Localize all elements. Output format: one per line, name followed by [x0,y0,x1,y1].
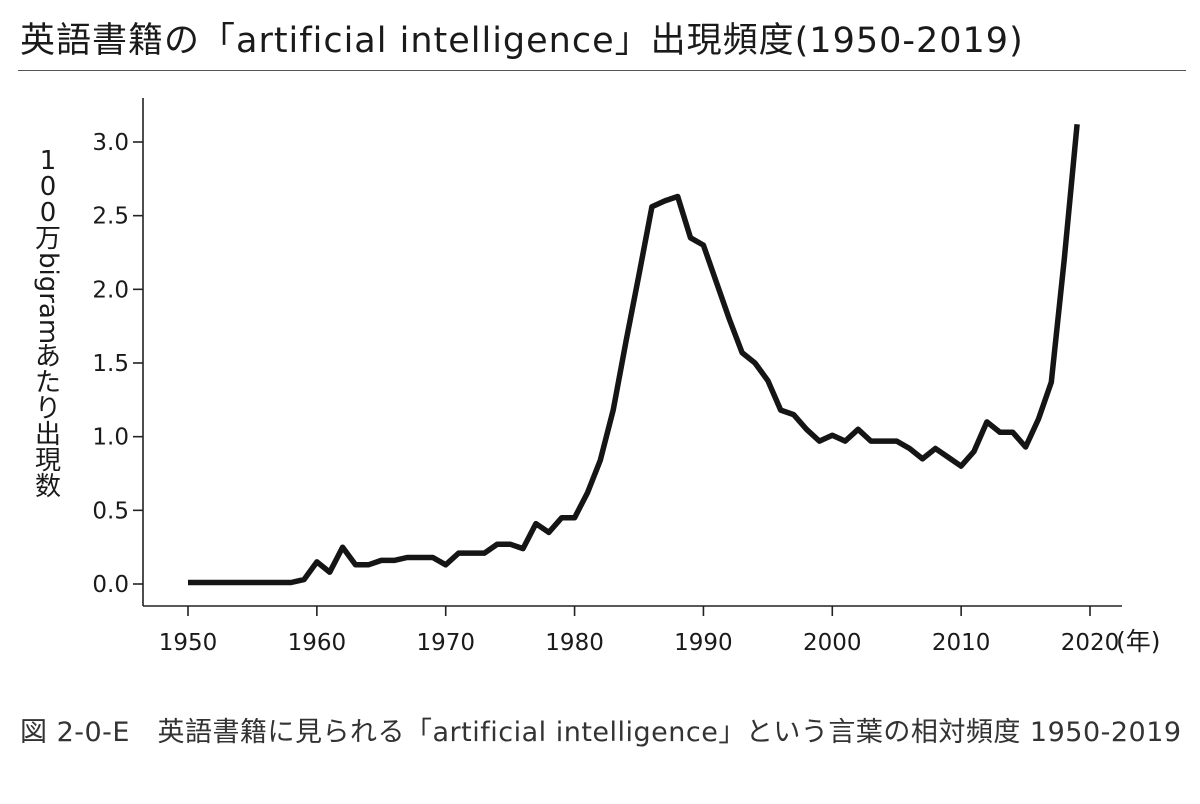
y-axis-label-text: 1 0 0 万 bigram あたり出現数 [32,146,63,503]
title-divider [18,70,1186,71]
x-tick-label-1: 1960 [288,630,347,656]
x-tick-label-4: 1990 [674,630,733,656]
x-tick-label-6: 2010 [932,630,991,656]
x-tick-label-2: 1970 [416,630,475,656]
x-tick-label-3: 1980 [545,630,604,656]
y-tick-label-5: 2.5 [92,204,129,230]
y-tick-label-4: 2.0 [92,277,129,303]
y-axis-label: 1 0 0 万 bigram あたり出現数 [30,148,66,500]
y-tick-label-3: 1.5 [92,351,129,377]
y-tick-label-0: 0.0 [92,572,129,598]
x-tick-label-0: 1950 [159,630,218,656]
y-tick-label-2: 1.0 [92,425,129,451]
figure-caption: 図 2-0-E 英語書籍に見られる「artificial intelligenc… [20,717,1182,748]
line-chart: 0.0 0.5 1.0 1.5 2.0 2.5 3.0 1950 1960 1970 1980 199… [92,98,1161,656]
x-tick-label-7: 2020 [1061,630,1120,656]
chart-title: 英語書籍の「artificial intelligence」出現頻度(1950-… [20,21,1024,61]
y-tick-label-1: 0.5 [92,498,129,524]
x-tick-label-5: 2000 [803,630,862,656]
series-line-0 [188,124,1080,586]
y-tick-label-6: 3.0 [92,130,129,156]
x-axis-label: (年) [1116,627,1161,656]
